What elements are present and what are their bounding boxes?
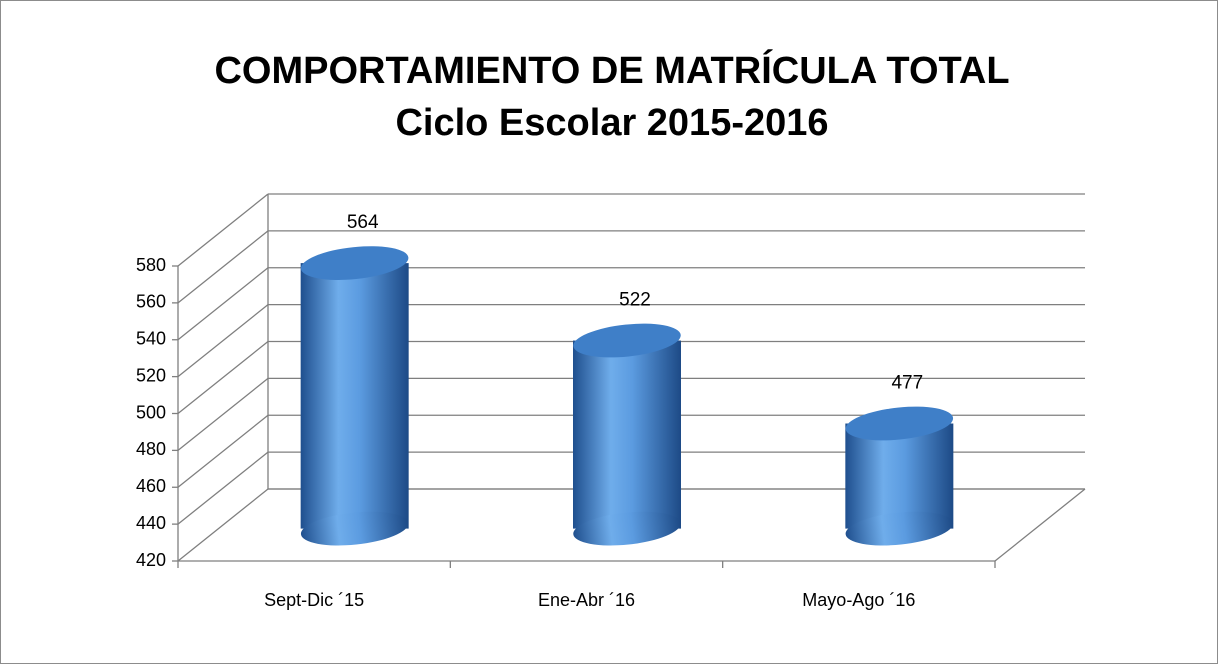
- y-tick-label: 440: [136, 513, 166, 533]
- value-label: 522: [619, 290, 651, 311]
- y-tick-label: 560: [136, 292, 166, 312]
- grid-line: [177, 414, 269, 488]
- grid-line: [177, 193, 269, 267]
- floor-edge: [994, 488, 1086, 562]
- grid-line: [177, 451, 269, 525]
- grid-line: [177, 488, 269, 562]
- grid-line: [177, 230, 269, 304]
- chart-subtitle: Ciclo Escolar 2015-2016: [395, 102, 828, 144]
- x-tick-label: Sept-Dic ´15: [264, 590, 364, 610]
- cylinder-body: [573, 340, 681, 529]
- y-tick-label: 420: [136, 550, 166, 570]
- chart-title: COMPORTAMIENTO DE MATRÍCULA TOTAL: [214, 48, 1009, 92]
- y-tick-label: 500: [136, 402, 166, 422]
- cylinder-body: [300, 263, 409, 529]
- cylinder-base: [573, 511, 681, 546]
- cylinder-base: [845, 511, 954, 546]
- cylinder: [845, 406, 954, 546]
- cylinder: [300, 246, 409, 546]
- y-tick-label: 480: [136, 439, 166, 459]
- x-tick-label: Mayo-Ago ´16: [802, 590, 915, 610]
- cylinder-top: [845, 406, 954, 441]
- grid-line: [177, 267, 269, 341]
- cylinder-base: [300, 511, 409, 546]
- y-tick-label: 580: [136, 255, 166, 275]
- cylinder-body: [845, 423, 954, 529]
- grid-line: [177, 377, 269, 451]
- cylinder-top: [573, 323, 681, 358]
- y-tick-label: 520: [136, 365, 166, 385]
- cylinder-top: [300, 246, 409, 280]
- y-tick-label: 460: [136, 476, 166, 496]
- value-label: 477: [891, 373, 923, 394]
- y-tick-label: 540: [136, 329, 166, 349]
- grid-line: [177, 304, 269, 378]
- value-label: 564: [347, 212, 379, 233]
- grid-line: [177, 340, 269, 415]
- x-tick-label: Ene-Abr ´16: [538, 590, 635, 610]
- cylinder: [573, 323, 681, 546]
